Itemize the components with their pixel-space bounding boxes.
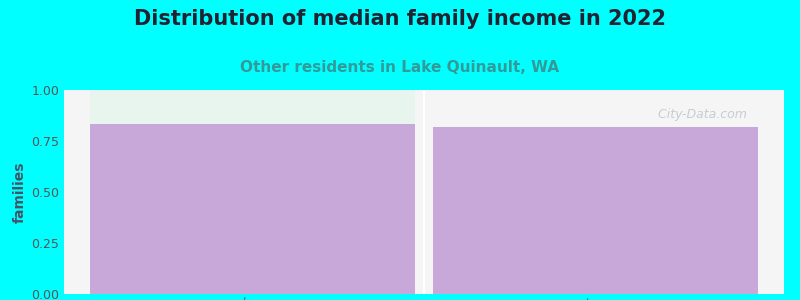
Bar [433, 127, 758, 294]
FancyBboxPatch shape [90, 90, 415, 124]
FancyBboxPatch shape [433, 90, 758, 127]
Text: Distribution of median family income in 2022: Distribution of median family income in … [134, 9, 666, 29]
Text: City-Data.com: City-Data.com [654, 108, 747, 121]
Y-axis label: families: families [13, 161, 27, 223]
Text: Other residents in Lake Quinault, WA: Other residents in Lake Quinault, WA [241, 60, 559, 75]
Bar [90, 124, 415, 294]
